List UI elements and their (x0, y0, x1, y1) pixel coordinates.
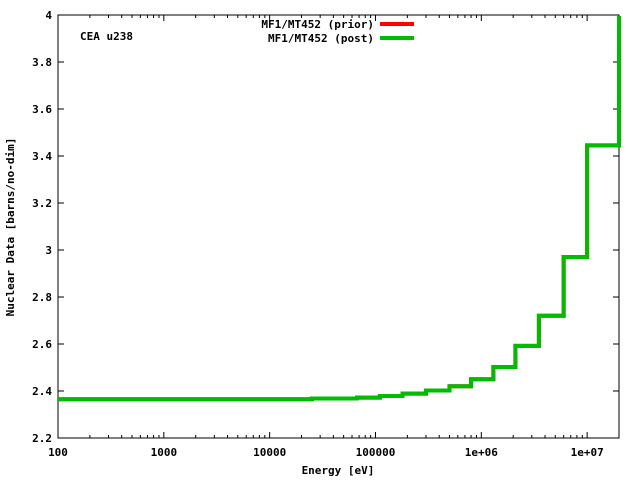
plot-border (57, 14, 620, 439)
plot-frame (57, 14, 620, 439)
x-tick-label: 10000 (253, 446, 286, 459)
y-tick-label: 2.2 (32, 432, 52, 445)
y-tick-label: 3 (45, 244, 52, 257)
series-line-post (58, 16, 621, 402)
legend-label: MF1/MT452 (post) (268, 32, 374, 45)
x-tick-label: 1e+07 (571, 446, 604, 459)
annotation-label: CEA u238 (80, 30, 133, 43)
legend: MF1/MT452 (prior)MF1/MT452 (post) (261, 18, 414, 45)
y-tick-label: 3.6 (32, 103, 52, 116)
y-tick-label: 3.4 (32, 150, 52, 163)
x-tick-label: 100 (48, 446, 68, 459)
x-tick-label: 100000 (356, 446, 396, 459)
legend-label: MF1/MT452 (prior) (261, 18, 374, 31)
y-tick-label: 3.2 (32, 197, 52, 210)
x-tick-label: 1e+06 (465, 446, 498, 459)
x-axis-ticks: 100 1000 10000 100000 1e+06 1e+07 (48, 15, 620, 459)
series-line-prior (58, 16, 621, 402)
y-tick-label: 2.8 (32, 291, 52, 304)
x-tick-label: 1000 (151, 446, 178, 459)
y-tick-label: 2.4 (32, 385, 52, 398)
series-layer (58, 16, 621, 402)
y-tick-label: 2.6 (32, 338, 52, 351)
y-tick-label: 4 (45, 9, 52, 22)
y-axis-label: Nuclear Data [barns/no-dim] (4, 138, 17, 317)
x-axis-label: Energy [eV] (302, 464, 375, 477)
y-axis-ticks: 2.2 2.4 2.6 2.8 3 3.2 3.4 3.6 3.8 4 (32, 9, 619, 445)
y-tick-label: 3.8 (32, 56, 52, 69)
